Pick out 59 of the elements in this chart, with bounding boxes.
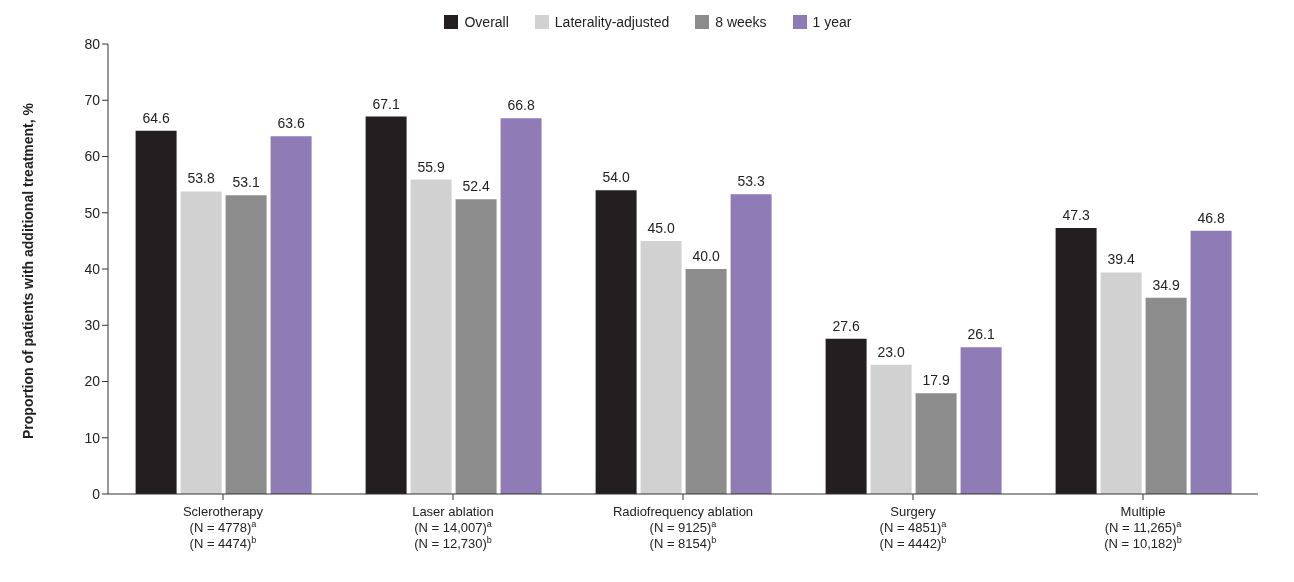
bar bbox=[225, 195, 267, 494]
bar bbox=[500, 118, 542, 494]
legend-label: 1 year bbox=[811, 14, 852, 30]
bar bbox=[730, 194, 772, 494]
data-label: 54.0 bbox=[602, 169, 630, 186]
bar bbox=[270, 136, 312, 494]
data-label: 53.1 bbox=[232, 174, 260, 191]
y-tick-label: 60 bbox=[84, 148, 101, 165]
data-label: 34.9 bbox=[1152, 276, 1180, 293]
data-label: 39.4 bbox=[1107, 251, 1135, 268]
y-tick-label: 30 bbox=[84, 317, 101, 334]
data-label: 47.3 bbox=[1062, 206, 1090, 223]
data-label: 53.8 bbox=[187, 170, 215, 187]
y-tick-label: 70 bbox=[84, 92, 101, 109]
y-axis-title: Proportion of patients with additional treatment, % bbox=[19, 102, 36, 439]
bar bbox=[410, 179, 452, 494]
bar bbox=[960, 347, 1002, 494]
data-label: 55.9 bbox=[417, 158, 445, 175]
y-tick-label: 80 bbox=[84, 35, 101, 52]
x-tick-label: Radiofrequency ablation (N = 9125)$^{a}$ (N = 8154)$^{b}$ bbox=[612, 504, 754, 551]
data-label: 17.9 bbox=[922, 372, 950, 389]
data-label: 40.0 bbox=[692, 248, 720, 264]
bar bbox=[685, 269, 727, 494]
data-label: 67.1 bbox=[372, 95, 400, 112]
bar bbox=[1190, 230, 1232, 494]
bar bbox=[1145, 297, 1187, 494]
bar bbox=[135, 130, 177, 494]
data-label: 64.6 bbox=[142, 109, 170, 126]
x-tick-label: Surgery (N = 4851)$^{a}$ (N = 4442)$^{b}$ bbox=[879, 504, 948, 551]
x-tick-label: Sclerotherapy (N = 4778)$^{a}$ (N = 4474)$^{b}$ bbox=[182, 504, 264, 551]
bar bbox=[365, 116, 407, 494]
data-label: 27.6 bbox=[832, 317, 860, 334]
data-label: 53.3 bbox=[737, 173, 765, 190]
data-label: 26.1 bbox=[967, 326, 995, 343]
bar bbox=[1055, 227, 1097, 494]
y-tick-label: 50 bbox=[84, 204, 101, 221]
bar bbox=[595, 190, 637, 494]
bar bbox=[180, 191, 222, 494]
bar bbox=[640, 240, 682, 494]
y-tick-label: 40 bbox=[84, 260, 101, 277]
bar bbox=[915, 393, 957, 494]
legend-label: Laterality-adjusted bbox=[553, 14, 670, 30]
x-tick-label: Multiple (N = 11,265)$^{a}$ (N = 10,182)$^{b}$ bbox=[1104, 504, 1183, 551]
data-label: 63.6 bbox=[277, 115, 305, 132]
x-tick-label: Laser ablation (N = 14,007)$^{a}$ (N = 12,730)$^{b}$ bbox=[412, 504, 494, 551]
bar bbox=[455, 199, 497, 494]
y-tick-label: 20 bbox=[84, 373, 101, 390]
data-label: 66.8 bbox=[507, 97, 535, 114]
legend-label: 8 weeks bbox=[714, 14, 767, 30]
data-label: 52.4 bbox=[462, 178, 490, 195]
data-label: 23.0 bbox=[877, 343, 905, 360]
legend-label: Overall bbox=[463, 14, 509, 30]
bar bbox=[1100, 272, 1142, 494]
bar bbox=[825, 338, 867, 494]
data-label: 45.0 bbox=[647, 219, 675, 236]
data-label: 46.8 bbox=[1197, 209, 1225, 226]
y-tick-label: 0 bbox=[92, 485, 101, 502]
y-tick-label: 10 bbox=[84, 429, 101, 446]
bar bbox=[870, 364, 912, 494]
